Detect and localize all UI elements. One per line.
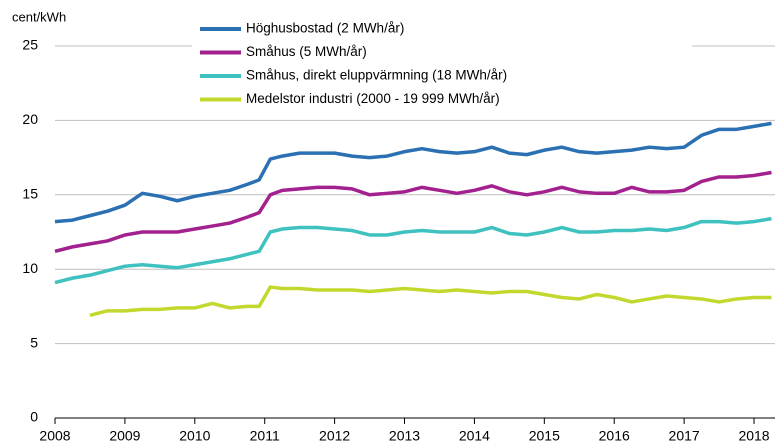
x-tick-label: 2012 (319, 428, 350, 444)
x-tick-label: 2018 (738, 428, 769, 444)
legend-label: Höghusbostad (2 MWh/år) (246, 21, 404, 36)
x-tick-label: 2011 (250, 428, 280, 444)
x-tick-label: 2010 (179, 428, 210, 444)
series-line (54, 121, 772, 224)
y-tick-label: 10 (22, 260, 38, 276)
y-tick-label: 0 (30, 409, 38, 425)
y-tick-label: 20 (22, 111, 38, 127)
y-tick-label: 15 (22, 186, 38, 202)
x-tick-label: 2008 (39, 428, 70, 444)
legend-label: Småhus (5 MWh/år) (246, 44, 367, 59)
x-tick-label: 2013 (389, 428, 420, 444)
y-axis-label: cent/kWh (12, 9, 66, 24)
y-tick-label: 25 (22, 37, 38, 53)
legend-label: Småhus, direkt eluppvärmning (18 MWh/år) (246, 68, 507, 83)
series-line (89, 285, 772, 318)
x-tick-label: 2009 (109, 428, 140, 444)
legend-box (192, 18, 692, 110)
x-tick-label: 2017 (669, 428, 700, 444)
x-tick-label: 2014 (459, 428, 490, 444)
x-tick-label: 2016 (599, 428, 630, 444)
y-tick-label: 5 (30, 334, 38, 350)
series-line (54, 216, 772, 285)
legend-label: Medelstor industri (2000 - 19 999 MWh/år… (246, 91, 500, 106)
series-line (54, 170, 772, 254)
x-tick-label: 2015 (529, 428, 560, 444)
